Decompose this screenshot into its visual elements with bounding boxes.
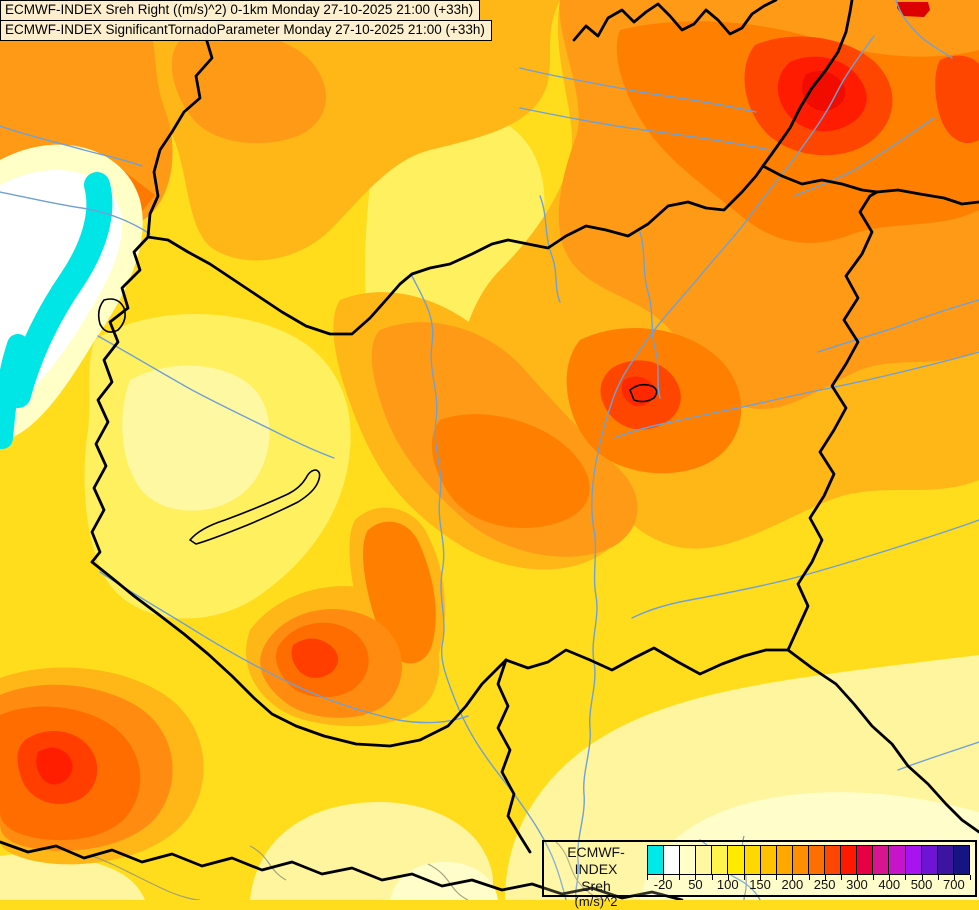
legend-tick-label: 500 (910, 877, 933, 892)
legend-color-cell (824, 846, 841, 874)
legend-color-cell (807, 846, 825, 874)
legend-tick-label: 150 (749, 877, 771, 892)
legend-tick-label: 250 (813, 877, 836, 892)
legend-tick (808, 875, 810, 880)
lake-balaton (189, 469, 321, 545)
border-austria-hungary (90, 235, 150, 564)
legend-color-cell (743, 846, 760, 874)
legend-tick (743, 875, 745, 880)
legend-tick (792, 875, 794, 880)
legend-color-cell (679, 846, 696, 874)
color-scale-legend: ECMWF-INDEX Sreh (m/s)^2 -20 50 100 150 200 2… (542, 840, 977, 909)
border-hungary-slovakia (146, 164, 765, 336)
legend-tick (856, 875, 858, 880)
border-croatia-bosnia (0, 840, 684, 900)
legend-color-cell (791, 846, 808, 874)
border-serbia-romania (786, 648, 979, 834)
legend-color-cell (695, 846, 712, 874)
border-croatia-serbia (496, 658, 532, 854)
legend-tick-label: 700 (942, 877, 965, 892)
legend-color-cell (920, 846, 937, 874)
legend-parameter: Sreh (581, 878, 611, 894)
legend-tick-label: -20 (653, 877, 673, 892)
border-hungary-croatia (90, 560, 508, 748)
lake-ferto (97, 298, 126, 333)
legend-text: ECMWF-INDEX Sreh (m/s)^2 (546, 844, 646, 910)
legend-color-cell (952, 846, 969, 874)
legend-tick (873, 875, 875, 880)
contour-lines (91, 835, 747, 900)
legend-color-cell (856, 846, 873, 874)
legend-color-cell (840, 846, 857, 874)
lakes (97, 298, 658, 545)
legend-color-cell (648, 846, 664, 874)
legend-tick (760, 875, 762, 880)
border-hungary-ukraine (761, 164, 979, 206)
legend-tick (711, 875, 713, 880)
legend-tick-label: 400 (878, 877, 901, 892)
legend-tick-label: 50 (688, 877, 703, 892)
legend-tick (727, 875, 729, 880)
legend-color-cell (872, 846, 889, 874)
border-hungary-romania (786, 190, 879, 652)
title-block: ECMWF-INDEX Sreh Right ((m/s)^2) 0-1km M… (0, 0, 492, 41)
legend-tick (824, 875, 826, 880)
legend-tick (937, 875, 939, 880)
legend-tick (889, 875, 891, 880)
legend-tick-label: 300 (846, 877, 868, 892)
legend-color-cell (888, 846, 905, 874)
legend-color-cell (727, 846, 744, 874)
title-line-2: ECMWF-INDEX SignificantTornadoParameter … (0, 20, 492, 41)
legend-color-cell (775, 846, 792, 874)
border-slovakia-ukraine (761, 0, 854, 168)
title-line-1: ECMWF-INDEX Sreh Right ((m/s)^2) 0-1km M… (0, 0, 481, 21)
border-slovakia-poland (572, 0, 778, 42)
legend-tick-label: 100 (716, 877, 739, 892)
legend-unit: (m/s)^2 (574, 894, 618, 909)
legend-color-cell (936, 846, 953, 874)
legend-tick (679, 875, 681, 880)
danube-river-upper (0, 191, 151, 235)
danube-river (411, 275, 567, 900)
legend-color-cell (663, 846, 680, 874)
legend-tick-label: 200 (781, 877, 804, 892)
legend-title: ECMWF-INDEX (567, 844, 625, 877)
legend-color-cell (904, 846, 921, 874)
legend-tick (921, 875, 923, 880)
legend-tick (695, 875, 697, 880)
legend-tick (840, 875, 842, 880)
legend-tick (663, 875, 665, 880)
legend-color-bar (647, 845, 970, 875)
legend-tick (776, 875, 778, 880)
legend-color-cell (759, 846, 776, 874)
tisza-river (574, 35, 875, 900)
legend-color-cell (711, 846, 728, 874)
legend-tick (647, 875, 648, 880)
legend-tick (905, 875, 907, 880)
legend-tick (953, 875, 955, 880)
border-hungary-serbia (504, 646, 790, 676)
legend-tick (970, 875, 971, 880)
lake-tisza (629, 383, 658, 403)
